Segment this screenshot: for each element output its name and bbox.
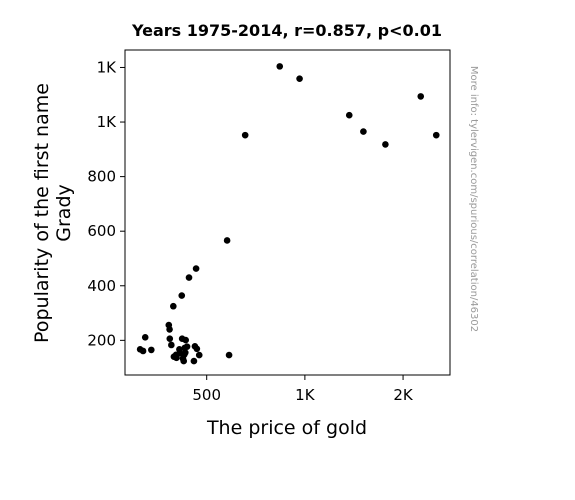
data-point [432,131,440,139]
data-point [183,343,191,350]
chart-title: Years 1975-2014, r=0.857, p<0.01 [131,21,442,40]
data-point [417,93,425,100]
y-tick-label: 600 [87,222,116,240]
data-point [190,357,198,365]
data-point [225,351,233,359]
data-point [182,336,189,344]
data-point [178,292,186,299]
data-point [345,111,353,119]
data-point [296,75,303,82]
x-tick-label: 2K [393,386,414,404]
y-tick-label: 1K [97,58,118,76]
y-axis-label-line1: Popularity of the first name [31,83,53,343]
source-note: More info: tylervigen.com/spurious/corre… [468,66,479,332]
y-tick-label: 200 [87,331,116,349]
plot-area: 500 1K 2K 200 400 600 800 1K 1K [87,49,451,404]
data-point [166,335,174,343]
data-point [173,354,180,362]
data-point [276,63,284,70]
data-point [170,302,177,310]
data-point [382,141,389,148]
x-tick-label: 500 [192,386,221,404]
data-point [168,341,175,349]
data-point [181,349,189,356]
y-tick-label: 400 [87,277,116,295]
y-tick-label: 800 [87,168,116,186]
data-point [195,351,203,359]
data-point [185,274,193,281]
data-point [141,334,149,341]
data-point [193,345,201,353]
data-point [139,347,147,355]
x-axis-label: The price of gold [206,417,367,439]
data-point [360,128,367,135]
plot-frame [124,49,451,376]
data-point [148,346,155,354]
data-point [192,265,200,272]
y-axis-label-line2: Grady [53,184,75,241]
data-point [223,237,231,244]
data-point [166,326,173,333]
data-point [180,357,188,365]
x-tick-label: 1K [295,386,316,404]
y-tick-label: 1K [97,113,118,131]
data-point [241,131,249,139]
